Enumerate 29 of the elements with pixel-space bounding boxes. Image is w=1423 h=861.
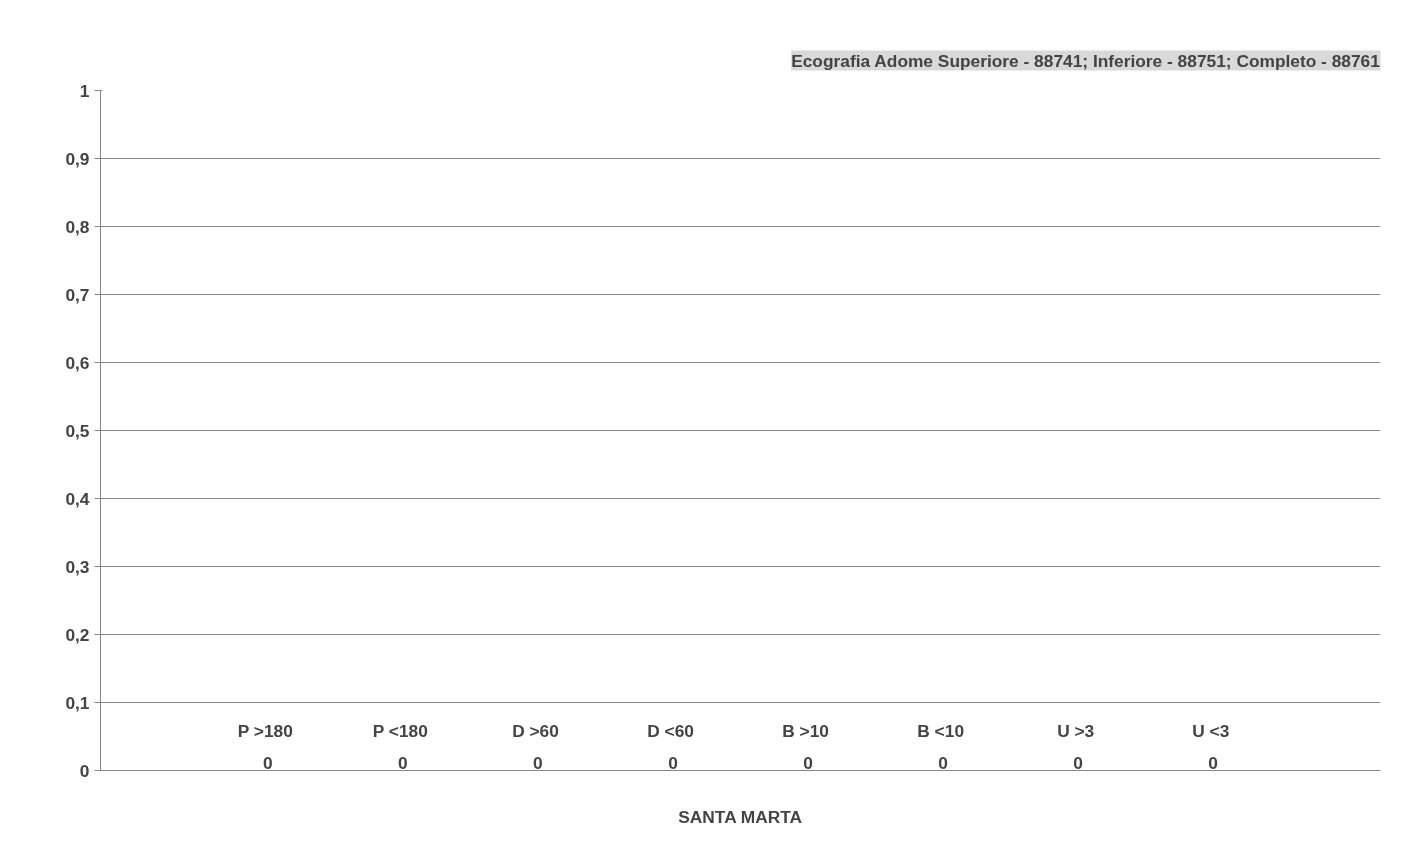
- y-tick-label: 0,6: [65, 352, 90, 373]
- data-label: 0: [938, 752, 948, 773]
- series-label: B >10: [782, 720, 829, 741]
- chart-title: Ecografia Adome Superiore - 88741; Inferiore - 88751; Completo - 88761: [791, 50, 1381, 71]
- y-tick-label: 1: [79, 80, 90, 101]
- data-label: 0: [533, 752, 543, 773]
- data-label: 0: [398, 752, 408, 773]
- y-tick-label: 0,8: [65, 216, 90, 237]
- y-tick-label: 0,4: [65, 488, 90, 509]
- x-tick-label: SANTA MARTA: [678, 806, 803, 827]
- data-label: 0: [1208, 752, 1218, 773]
- series-label: U <3: [1192, 720, 1230, 741]
- data-label: 0: [1073, 752, 1083, 773]
- series-label: B <10: [917, 720, 965, 741]
- series-label: U >3: [1057, 720, 1095, 741]
- data-label: 0: [803, 752, 813, 773]
- y-tick-label: 0,2: [65, 624, 90, 645]
- series-label: P <180: [372, 720, 428, 741]
- y-tick-label: 0,1: [65, 692, 90, 713]
- y-tick-label: 0,7: [65, 284, 90, 305]
- y-tick-label: 0,3: [65, 556, 90, 577]
- y-tick-label: 0,9: [65, 148, 90, 169]
- y-tick-label: 0: [79, 760, 90, 781]
- data-label: 0: [668, 752, 678, 773]
- data-label: 0: [263, 752, 273, 773]
- series-label: P >180: [237, 720, 293, 741]
- series-label: D <60: [647, 720, 694, 741]
- series-label: D >60: [512, 720, 559, 741]
- y-tick-label: 0,5: [65, 420, 90, 441]
